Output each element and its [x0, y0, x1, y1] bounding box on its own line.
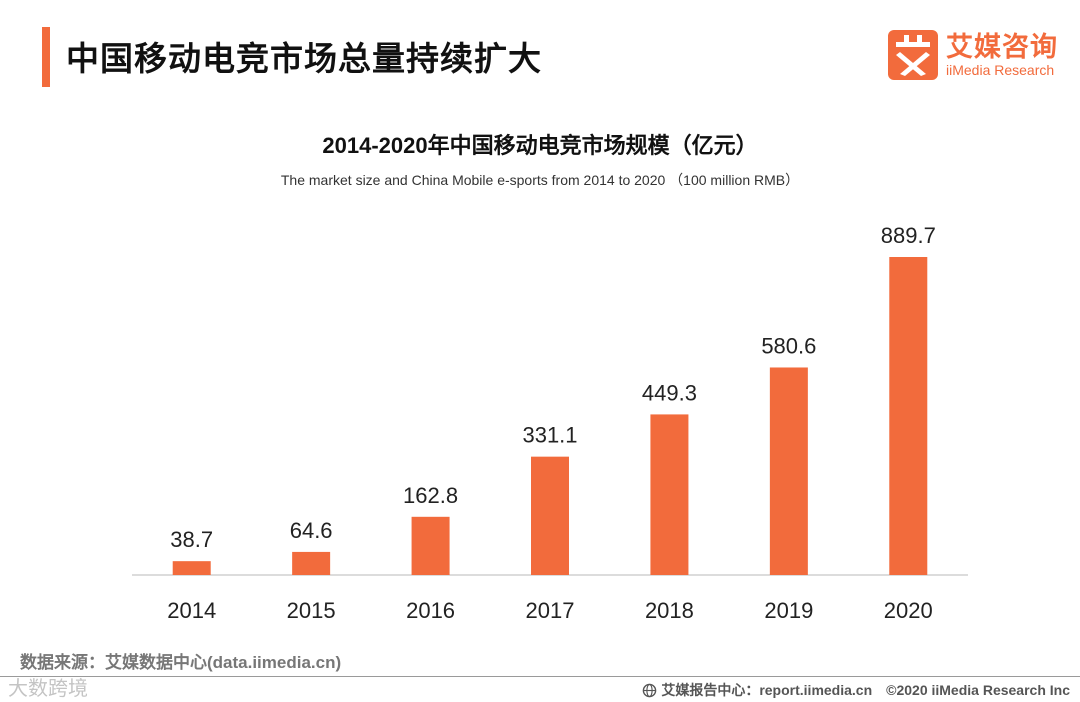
brand-logo-icon: [888, 30, 938, 80]
bar-2018: [650, 414, 689, 575]
data-label-2019: 580.6: [761, 333, 816, 358]
chart-title: 2014-2020年中国移动电竞市场规模（亿元）: [322, 133, 758, 158]
page-title: 中国移动电竞市场总量持续扩大: [66, 40, 542, 77]
footer-divider: [0, 676, 1080, 677]
footer: 艾媒报告中心：report.iimedia.cn ©2020 iiMedia R…: [642, 680, 1070, 700]
data-label-2014: 38.7: [170, 527, 213, 552]
data-label-2020: 889.7: [881, 223, 936, 248]
x-tick-label-2019: 2019: [764, 598, 813, 623]
x-tick-label-2014: 2014: [167, 598, 216, 623]
x-tick-label-2018: 2018: [645, 598, 694, 623]
globe-icon: [643, 683, 657, 697]
bar-2020: [889, 257, 928, 575]
brand-name-en: iiMedia Research: [946, 62, 1055, 78]
bar-chart: 38.7 2014 64.6 2015 162.8 2016 331.1 2017 449.3 2…: [132, 223, 968, 623]
bar-2015: [292, 551, 331, 575]
brand-logo: 艾媒咨询 iiMedia Research: [888, 30, 1058, 80]
x-tick-label-2020: 2020: [884, 598, 933, 623]
brand-name-cn: 艾媒咨询: [946, 32, 1058, 62]
bar-2017: [531, 456, 569, 575]
copyright: ©2020 iiMedia Research Inc: [886, 682, 1070, 698]
data-label-2015: 64.6: [290, 518, 333, 543]
bar-2019: [769, 367, 808, 575]
data-source: 数据来源：艾媒数据中心(data.iimedia.cn): [20, 653, 342, 672]
chart-subtitle: The market size and China Mobile e-sport…: [280, 172, 800, 188]
x-tick-label-2017: 2017: [526, 598, 575, 623]
x-tick-label-2016: 2016: [406, 598, 455, 623]
data-label-2018: 449.3: [642, 380, 697, 405]
data-label-2017: 331.1: [522, 423, 577, 448]
bar-2016: [411, 516, 450, 575]
bar-2014: [172, 561, 211, 575]
x-tick-label-2015: 2015: [287, 598, 336, 623]
report-center-link[interactable]: 艾媒报告中心：report.iimedia.cn: [661, 682, 873, 698]
watermark: 大数跨境: [8, 678, 88, 700]
data-label-2016: 162.8: [403, 483, 458, 508]
title-accent-bar: [42, 27, 50, 87]
